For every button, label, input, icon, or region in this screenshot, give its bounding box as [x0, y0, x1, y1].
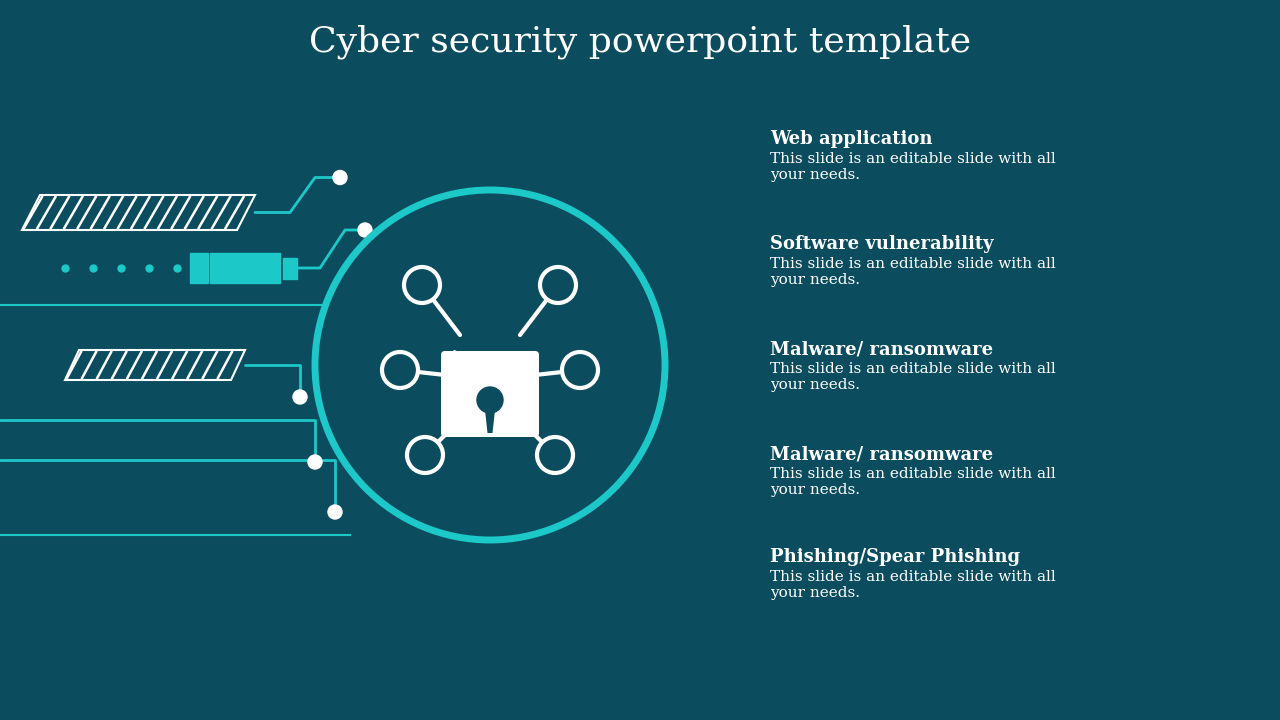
Circle shape: [562, 352, 598, 388]
Text: This slide is an editable slide with all
your needs.: This slide is an editable slide with all…: [771, 467, 1056, 498]
Text: Phishing/Spear Phishing: Phishing/Spear Phishing: [771, 548, 1020, 566]
Polygon shape: [189, 253, 207, 283]
Circle shape: [404, 267, 440, 303]
Circle shape: [293, 390, 307, 404]
Circle shape: [477, 387, 503, 413]
Circle shape: [538, 437, 573, 473]
Polygon shape: [283, 258, 297, 279]
Circle shape: [315, 190, 666, 540]
Text: This slide is an editable slide with all
your needs.: This slide is an editable slide with all…: [771, 570, 1056, 600]
Circle shape: [328, 505, 342, 519]
Text: Cyber security powerpoint template: Cyber security powerpoint template: [308, 24, 972, 59]
Text: This slide is an editable slide with all
your needs.: This slide is an editable slide with all…: [771, 152, 1056, 182]
Circle shape: [407, 437, 443, 473]
Circle shape: [308, 455, 323, 469]
Polygon shape: [485, 410, 495, 433]
Polygon shape: [210, 253, 280, 283]
Text: This slide is an editable slide with all
your needs.: This slide is an editable slide with all…: [771, 362, 1056, 392]
Text: Web application: Web application: [771, 130, 933, 148]
Text: Malware/ ransomware: Malware/ ransomware: [771, 340, 993, 358]
FancyBboxPatch shape: [442, 351, 539, 437]
Circle shape: [358, 223, 372, 237]
Circle shape: [381, 352, 419, 388]
Circle shape: [333, 171, 347, 184]
Text: Software vulnerability: Software vulnerability: [771, 235, 993, 253]
Circle shape: [540, 267, 576, 303]
Text: Malware/ ransomware: Malware/ ransomware: [771, 445, 993, 463]
Text: This slide is an editable slide with all
your needs.: This slide is an editable slide with all…: [771, 257, 1056, 287]
